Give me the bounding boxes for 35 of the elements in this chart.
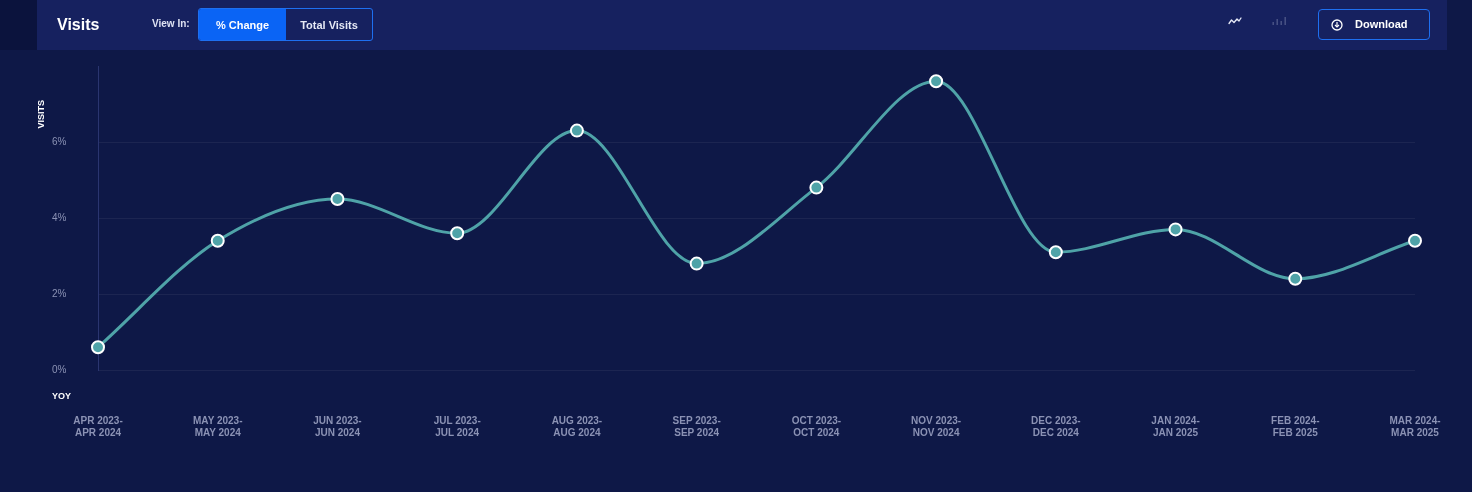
x-tick-label: JUL 2023-JUL 2024 [433,414,481,438]
point [569,123,584,138]
download-button: Download [1318,9,1430,40]
point [450,226,465,241]
chart-title: Visits [57,15,100,34]
y-tick-label: 6% [52,135,67,147]
x-tick-label: AUG 2023-AUG 2024 [551,414,603,438]
point [929,74,944,89]
x-tick-label: APR 2023-APR 2024 [73,414,123,438]
text: View In: [152,18,190,30]
point [689,256,704,271]
y-tick-label: 4% [52,211,67,223]
point [210,233,225,248]
text: YOY [52,391,72,402]
x-tick-label: MAY 2023-MAY 2024 [192,414,243,438]
point [1408,233,1422,248]
y-tick-label: 2% [52,287,67,299]
active-toggle-button: % Change [199,9,286,40]
x-tick-label: JUN 2023-JUN 2024 [313,414,362,438]
point [809,180,824,195]
toggle-group: % Change Total Visits [198,8,373,41]
x-tick-label: MAR 2024-MAR 2025 [1389,414,1441,438]
x-tick-label: FEB 2024-FEB 2025 [1271,414,1320,438]
point [330,192,345,206]
point [1048,245,1063,260]
point [91,340,105,355]
x-tick-label: DEC 2023-DEC 2024 [1031,414,1081,438]
x-tick-label: NOV 2023-NOV 2024 [911,414,962,438]
y-tick-label: 0% [52,363,67,375]
x-tick-label: JAN 2024-JAN 2025 [1151,414,1200,438]
point [1168,222,1183,237]
x-tick-label: OCT 2023-OCT 2024 [791,414,842,438]
point [1288,271,1303,286]
y-axis-title: VISITS [36,100,46,129]
x-tick-label: SEP 2023-SEP 2024 [672,414,721,438]
